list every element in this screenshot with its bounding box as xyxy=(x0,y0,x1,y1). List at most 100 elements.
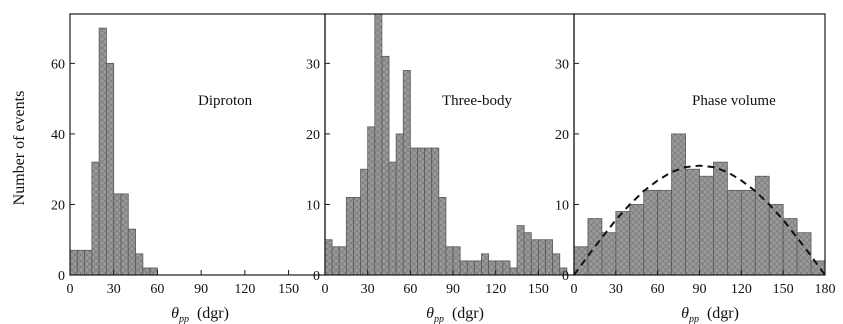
x-tick-label: 0 xyxy=(67,282,74,297)
bar-series xyxy=(573,133,826,276)
histogram-bar xyxy=(488,260,497,276)
histogram-bar xyxy=(587,218,603,276)
y-tick-label: 20 xyxy=(555,128,569,143)
x-tick-label: 30 xyxy=(361,282,375,297)
histogram-bar xyxy=(671,133,686,276)
histogram-bar xyxy=(76,249,85,276)
histogram-bar xyxy=(69,249,78,276)
x-axis-unit: (dgr) xyxy=(707,305,739,322)
histogram-bar xyxy=(367,126,376,276)
histogram-bar xyxy=(685,168,700,276)
histogram-bar xyxy=(374,13,383,276)
histogram-bar xyxy=(782,218,798,276)
histogram-bar xyxy=(601,232,617,276)
histogram-bar xyxy=(459,260,468,276)
panel-three-body: 0 30 60 90 120 150 0 10 20 30 Three-body θpp (dgr) xyxy=(306,13,575,324)
panel-annotation: Phase volume xyxy=(692,93,776,109)
y-tick-label: 30 xyxy=(306,57,320,72)
axis-ticks: 0 30 60 90 120 150 0 20 40 60 xyxy=(51,57,299,297)
histogram-bar xyxy=(552,253,561,276)
histogram-bar xyxy=(106,62,115,276)
histogram-bar xyxy=(754,175,770,276)
x-tick-label: 150 xyxy=(278,282,299,297)
y-tick-label: 0 xyxy=(562,269,569,284)
x-tick-label: 120 xyxy=(485,282,506,297)
panel-diproton: 0 30 60 90 120 150 0 20 40 60 Diproton θpp (dgr) xyxy=(51,13,326,324)
histogram-bar xyxy=(402,70,411,276)
panel-phase-volume: 0 30 60 90 120 150 180 0 10 20 30 Phase volume θpp… xyxy=(555,13,836,324)
y-tick-label: 40 xyxy=(51,128,65,143)
histogram-bar xyxy=(713,161,728,276)
histogram-bar xyxy=(338,246,347,276)
histogram-bar xyxy=(657,189,673,276)
histogram-bar xyxy=(324,239,333,276)
x-tick-label: 0 xyxy=(571,282,578,297)
panel-annotation: Diproton xyxy=(198,93,253,109)
histogram-bar xyxy=(740,189,756,276)
x-tick-label: 60 xyxy=(651,282,665,297)
theta-symbol: θ xyxy=(171,305,179,322)
panel-annotation: Three-body xyxy=(442,93,512,109)
y-axis-label: Number of events xyxy=(11,91,28,206)
histogram-bar xyxy=(629,204,645,276)
histogram-bar xyxy=(84,249,93,276)
x-tick-label: 30 xyxy=(609,282,623,297)
axis-ticks: 0 30 60 90 120 150 180 0 10 20 30 xyxy=(555,57,836,297)
y-tick-label: 10 xyxy=(555,198,569,213)
x-tick-label: 180 xyxy=(815,282,836,297)
x-tick-label: 120 xyxy=(234,282,255,297)
x-tick-label: 30 xyxy=(107,282,121,297)
histogram-bar xyxy=(417,147,425,276)
y-tick-label: 60 xyxy=(51,57,65,72)
theta-subscript: pp xyxy=(688,314,699,324)
histogram-bar xyxy=(91,161,100,276)
histogram-bar xyxy=(643,189,659,276)
axis-ticks: 0 30 60 90 120 150 0 10 20 30 xyxy=(306,57,549,297)
x-tick-label: 90 xyxy=(194,282,208,297)
plot-frame xyxy=(573,13,826,276)
bar-series xyxy=(324,13,568,276)
x-tick-label: 90 xyxy=(446,282,460,297)
histogram-bar xyxy=(481,253,490,276)
histogram-bar xyxy=(438,197,447,276)
x-axis-unit: (dgr) xyxy=(452,305,484,322)
theta-subscript: pp xyxy=(433,314,444,324)
x-tick-label: 0 xyxy=(322,282,329,297)
histogram-bar xyxy=(523,232,532,276)
histogram-bar xyxy=(424,147,433,276)
x-tick-label: 150 xyxy=(528,282,549,297)
histogram-bar xyxy=(495,260,504,276)
x-tick-label: 120 xyxy=(731,282,752,297)
histogram-bar xyxy=(113,193,122,276)
bar-series xyxy=(69,27,158,276)
phase-volume-curve xyxy=(573,164,826,276)
histogram-bar xyxy=(538,239,546,276)
x-axis-label: θpp (dgr) xyxy=(171,305,229,324)
y-tick-label: 20 xyxy=(51,198,65,213)
histogram-bar xyxy=(473,260,482,276)
histogram-bar xyxy=(353,197,361,276)
histogram-bar xyxy=(502,260,511,276)
x-tick-label: 60 xyxy=(403,282,417,297)
y-tick-label: 0 xyxy=(58,269,65,284)
x-axis-label: θpp (dgr) xyxy=(681,305,739,324)
theta-symbol: θ xyxy=(426,305,434,322)
histogram-bar xyxy=(149,267,158,276)
theta-symbol: θ xyxy=(681,305,689,322)
histogram-bar xyxy=(98,27,107,276)
histogram-bar xyxy=(699,175,714,276)
histogram-bar xyxy=(388,161,397,276)
histogram-bar xyxy=(452,246,461,276)
x-axis-label: θpp (dgr) xyxy=(426,305,484,324)
histogram-bar xyxy=(135,253,144,276)
histogram-bar xyxy=(726,189,742,276)
y-tick-label: 20 xyxy=(306,128,320,143)
histogram-bar xyxy=(509,267,518,276)
histogram-bar xyxy=(120,193,129,276)
histogram-bar xyxy=(516,225,525,276)
histogram-bar xyxy=(431,147,440,276)
x-axis-unit: (dgr) xyxy=(197,305,229,322)
x-tick-label: 60 xyxy=(150,282,164,297)
y-tick-label: 30 xyxy=(555,57,569,72)
